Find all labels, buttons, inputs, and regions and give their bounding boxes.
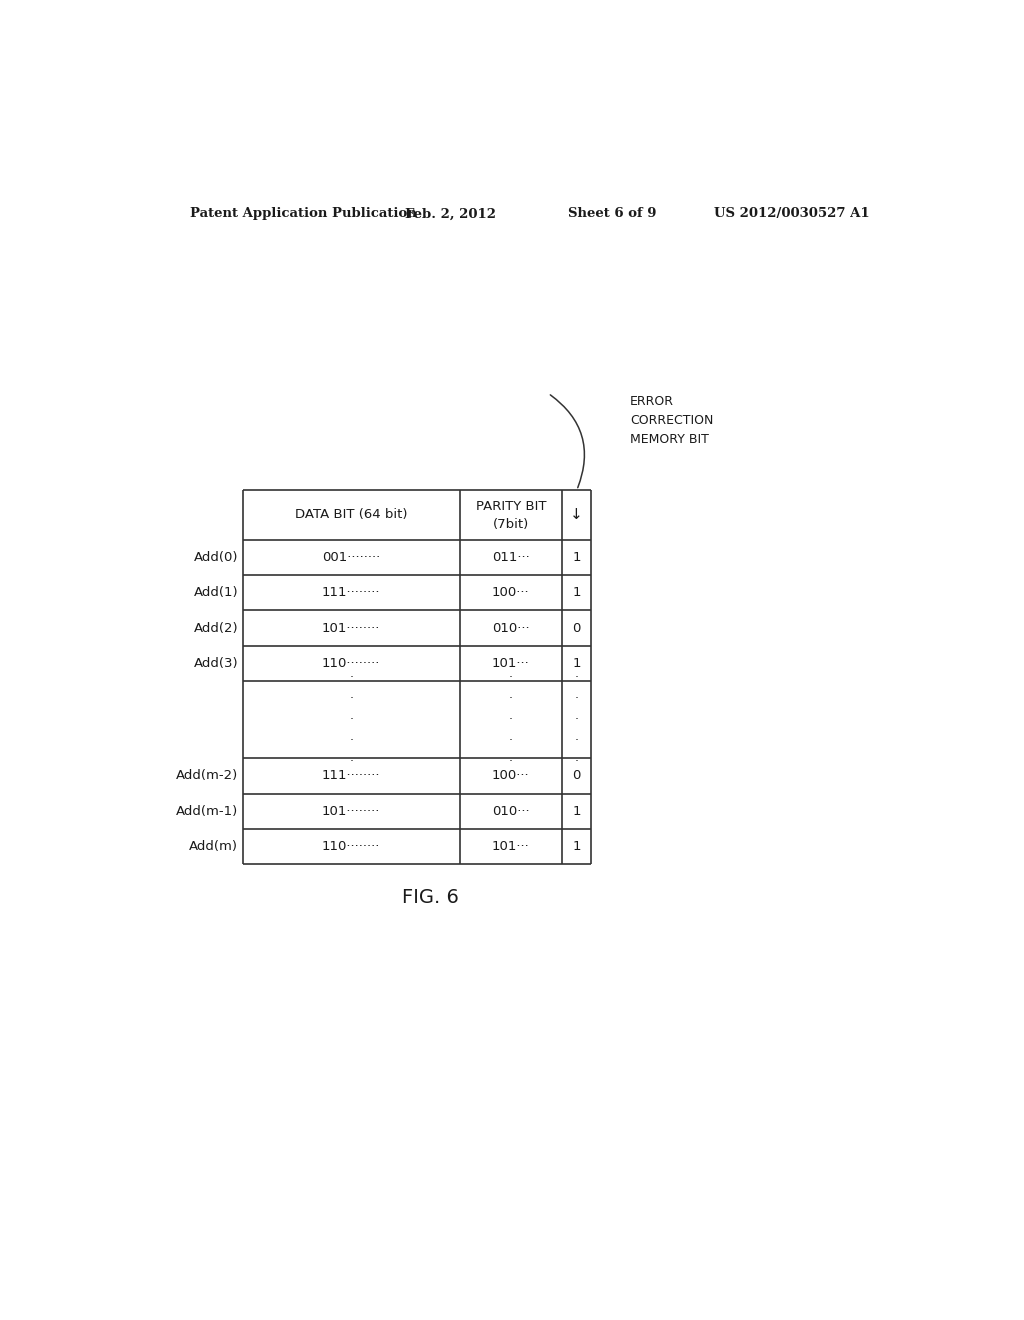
- Text: FIG. 6: FIG. 6: [401, 888, 459, 907]
- Text: 0: 0: [572, 770, 581, 783]
- Text: DATA BIT (64 bit): DATA BIT (64 bit): [295, 508, 408, 521]
- Text: 0: 0: [572, 622, 581, 635]
- Text: Add(1): Add(1): [194, 586, 238, 599]
- Text: ·
·
·
·
·: · · · · ·: [349, 672, 353, 768]
- Text: 1: 1: [572, 841, 581, 853]
- Text: 101········: 101········: [322, 805, 380, 818]
- Text: 1: 1: [572, 550, 581, 564]
- Text: ↓: ↓: [570, 507, 583, 521]
- Text: 111········: 111········: [322, 586, 381, 599]
- Text: 010···: 010···: [493, 622, 529, 635]
- Text: ·
·
·
·
·: · · · · ·: [574, 672, 579, 768]
- Text: 1: 1: [572, 586, 581, 599]
- Text: 011···: 011···: [492, 550, 529, 564]
- Text: 110········: 110········: [322, 657, 380, 671]
- Text: Patent Application Publication: Patent Application Publication: [190, 207, 417, 220]
- Text: Add(2): Add(2): [194, 622, 238, 635]
- Text: ERROR
CORRECTION
MEMORY BIT: ERROR CORRECTION MEMORY BIT: [630, 395, 714, 446]
- Text: 010···: 010···: [493, 805, 529, 818]
- Text: 101········: 101········: [322, 622, 380, 635]
- Text: PARITY BIT: PARITY BIT: [475, 500, 546, 513]
- Text: Add(m-1): Add(m-1): [176, 805, 238, 818]
- Text: 001········: 001········: [323, 550, 380, 564]
- Text: US 2012/0030527 A1: US 2012/0030527 A1: [714, 207, 869, 220]
- Text: 110········: 110········: [322, 841, 380, 853]
- Text: 111········: 111········: [322, 770, 381, 783]
- Text: ·
·
·
·
·: · · · · ·: [509, 672, 513, 768]
- Text: 100···: 100···: [493, 586, 529, 599]
- Text: 100···: 100···: [493, 770, 529, 783]
- Text: Sheet 6 of 9: Sheet 6 of 9: [568, 207, 656, 220]
- Text: 1: 1: [572, 805, 581, 818]
- Text: (7bit): (7bit): [493, 517, 529, 531]
- Text: Add(m): Add(m): [189, 841, 238, 853]
- Text: Feb. 2, 2012: Feb. 2, 2012: [406, 207, 497, 220]
- Text: 101···: 101···: [492, 657, 529, 671]
- Text: 101···: 101···: [492, 841, 529, 853]
- Text: Add(3): Add(3): [194, 657, 238, 671]
- Text: 1: 1: [572, 657, 581, 671]
- Text: Add(0): Add(0): [194, 550, 238, 564]
- Text: Add(m-2): Add(m-2): [176, 770, 238, 783]
